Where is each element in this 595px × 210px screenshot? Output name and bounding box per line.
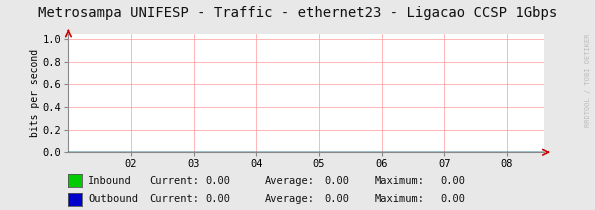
Text: Metrosampa UNIFESP - Traffic - ethernet23 - Ligacao CCSP 1Gbps: Metrosampa UNIFESP - Traffic - ethernet2…	[38, 6, 557, 20]
Text: 0.00: 0.00	[440, 194, 465, 205]
Text: Maximum:: Maximum:	[375, 176, 425, 186]
Text: Current:: Current:	[149, 194, 199, 205]
Text: 0.00: 0.00	[205, 194, 230, 205]
Text: Current:: Current:	[149, 176, 199, 186]
Text: 0.00: 0.00	[324, 176, 349, 186]
Text: Maximum:: Maximum:	[375, 194, 425, 205]
Y-axis label: bits per second: bits per second	[30, 49, 40, 137]
Text: Average:: Average:	[265, 194, 315, 205]
Text: RRDTOOL / TOBI OETIKER: RRDTOOL / TOBI OETIKER	[585, 33, 591, 127]
Text: Average:: Average:	[265, 176, 315, 186]
Text: 0.00: 0.00	[440, 176, 465, 186]
Text: 0.00: 0.00	[324, 194, 349, 205]
Text: 0.00: 0.00	[205, 176, 230, 186]
Text: Inbound: Inbound	[88, 176, 132, 186]
Text: Outbound: Outbound	[88, 194, 138, 205]
